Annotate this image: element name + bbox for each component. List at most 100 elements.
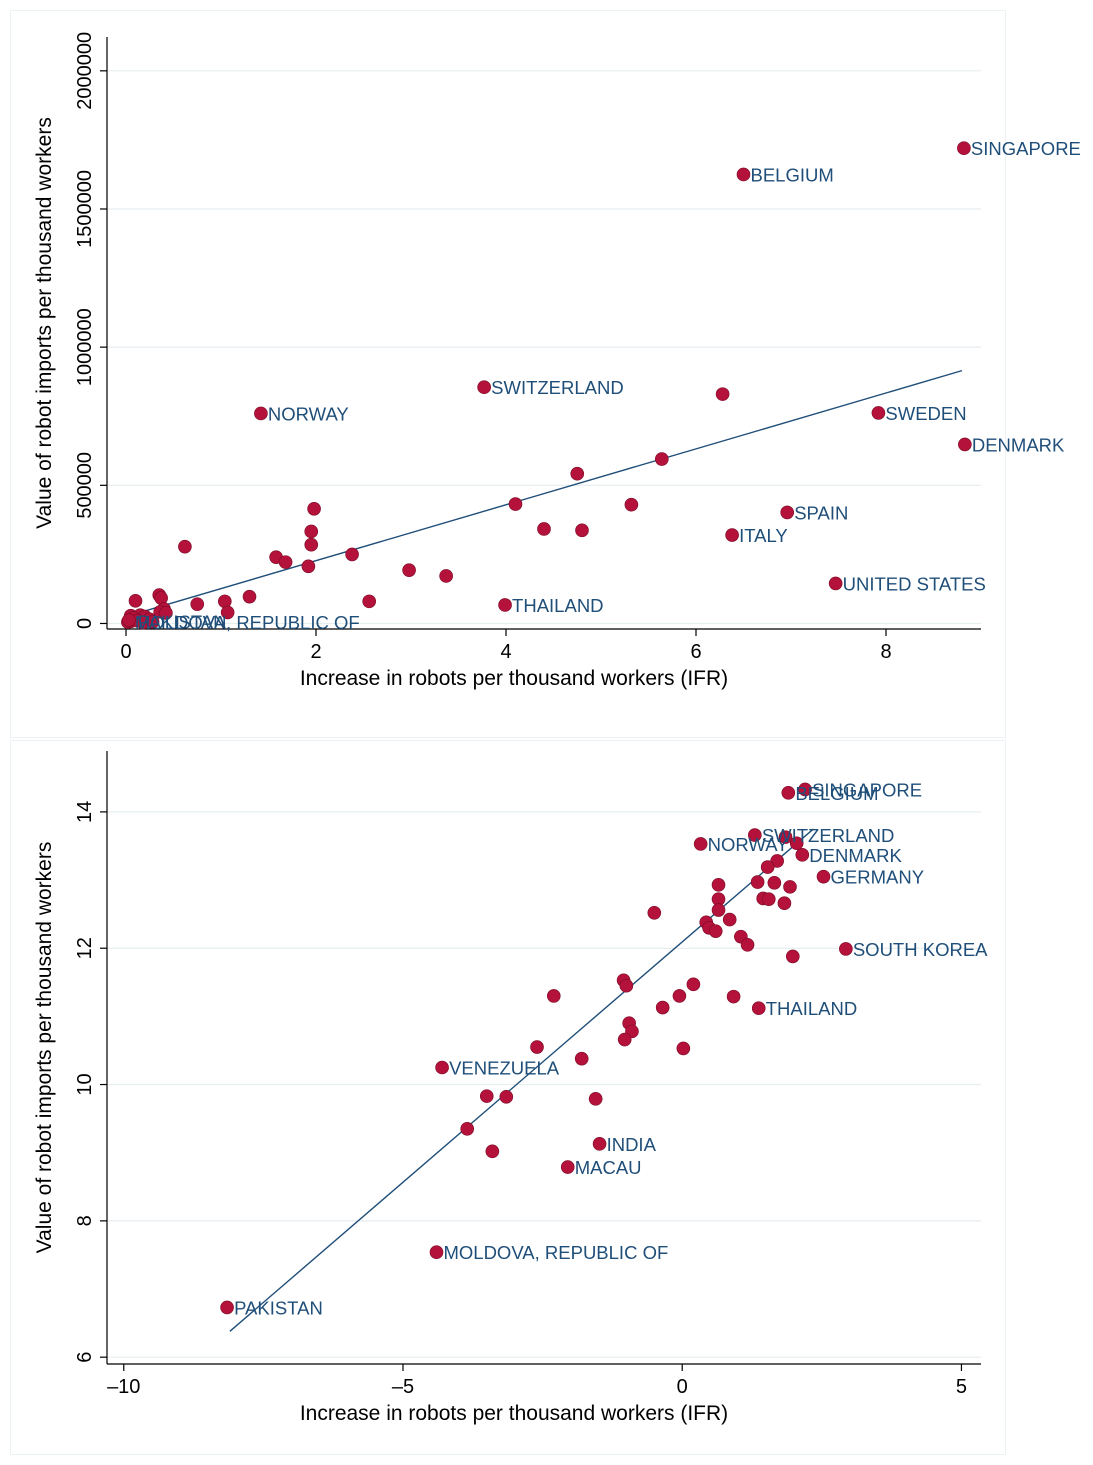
data-point [574, 1051, 589, 1066]
data-point [508, 497, 523, 511]
data-point [242, 589, 257, 604]
point-label: BELGIUM [795, 783, 878, 804]
data-point [654, 452, 669, 466]
point-label: GERMANY [831, 867, 925, 888]
data-point [546, 989, 561, 1003]
data-point [711, 878, 726, 892]
data-point [777, 896, 792, 911]
data-point [220, 1300, 234, 1315]
point-label: MOLDOVA, REPUBLIC OF [443, 1242, 668, 1263]
point-label: SOUTH KOREA [853, 939, 988, 960]
point-label: MACAU [575, 1157, 642, 1178]
data-point [588, 1092, 603, 1106]
point-label: THAILAND [766, 998, 858, 1019]
data-point [560, 1160, 575, 1174]
data-point [362, 594, 377, 609]
data-point [693, 837, 708, 851]
data-point [122, 613, 136, 627]
data-point [655, 1000, 670, 1015]
point-label: NORWAY [708, 834, 789, 855]
data-point [760, 860, 775, 874]
data-point [781, 786, 796, 800]
data-point [767, 875, 782, 890]
y-tick-label: 14 [74, 801, 96, 823]
data-point [828, 576, 843, 591]
data-point [485, 1144, 500, 1159]
data-point [619, 978, 634, 993]
fit-line [125, 369, 963, 618]
data-point [592, 1137, 607, 1151]
data-point [785, 949, 800, 964]
point-label: MOLDOVA, REPUBLIC OF [135, 612, 360, 633]
data-point [575, 523, 589, 538]
x-tick-label: 0 [120, 641, 131, 663]
x-tick-label: 4 [500, 641, 511, 663]
data-point [477, 380, 491, 395]
point-label: SWITZERLAND [491, 377, 624, 398]
x-axis-title: Increase in robots per thousand workers … [300, 1402, 728, 1425]
x-tick-label: 6 [690, 641, 701, 663]
top-scatter-chart: 0 500000 1000000 1500000 2000000 0 2 4 6 8 Increas… [33, 32, 1081, 690]
data-point [190, 597, 205, 611]
data-point [220, 605, 235, 620]
point-label: SWEDEN [885, 403, 966, 424]
data-point [783, 880, 797, 894]
point-label: UNITED STATES [843, 573, 986, 594]
y-tick-label: 0 [74, 618, 96, 629]
point-label: SPAIN [794, 502, 848, 523]
top-chart-panel: 0 500000 1000000 1500000 2000000 0 2 4 6 8 Increas… [10, 10, 1081, 738]
point-label: ITALY [739, 525, 788, 546]
data-point [145, 615, 160, 629]
data-point [278, 555, 293, 569]
data-point [761, 892, 776, 906]
data-point [128, 594, 143, 608]
data-point [672, 989, 687, 1003]
data-point [750, 875, 765, 889]
x-tick-label: 2 [310, 641, 321, 663]
data-point [460, 1122, 475, 1136]
point-label: NORWAY [268, 403, 349, 424]
y-tick-label: 12 [74, 937, 96, 959]
data-point [301, 559, 316, 574]
data-point [647, 905, 662, 920]
y-tick-label: 8 [74, 1215, 96, 1226]
data-point [839, 942, 853, 956]
data-point [957, 141, 971, 155]
bottom-chart-panel: 6 8 10 12 14 –10 –5 0 5 Increase in robots per th… [10, 740, 1006, 1455]
point-label: VENEZUELA [449, 1058, 560, 1079]
point-label: SWITZERLAND [762, 825, 895, 846]
data-point [780, 505, 795, 520]
data-point [795, 848, 810, 862]
y-tick-label: 1500000 [74, 170, 96, 248]
data-point [624, 497, 639, 512]
data-point [345, 547, 359, 562]
data-point [748, 828, 762, 842]
point-label: THAILAND [512, 595, 604, 616]
point-label: DENMARK [972, 434, 1065, 455]
point-label: SINGAPORE [812, 779, 922, 800]
data-point [159, 606, 173, 620]
data-point [530, 1040, 544, 1054]
x-tick-label: –5 [392, 1376, 414, 1398]
data-point [711, 903, 726, 917]
data-point [439, 569, 453, 583]
data-point [254, 406, 268, 421]
data-point [617, 1032, 632, 1047]
data-point [726, 989, 741, 1004]
data-point [304, 537, 319, 552]
data-point [798, 782, 812, 797]
point-label: PAKISTAN [234, 1297, 323, 1318]
x-tick-label: –10 [107, 1376, 140, 1398]
x-axis-title: Increase in robots per thousand workers … [300, 667, 728, 690]
data-point [789, 836, 804, 851]
point-label: SINGAPORE [971, 138, 1081, 159]
data-point [816, 869, 831, 884]
y-tick-label: 6 [74, 1352, 96, 1363]
y-tick-label: 1000000 [74, 308, 96, 386]
y-axis-title: Value of robot imports per thousand work… [33, 842, 56, 1254]
point-label: PAKISTAN [138, 611, 227, 632]
data-point [676, 1041, 691, 1056]
data-point [871, 406, 886, 420]
point-label: DENMARK [809, 845, 902, 866]
data-point [778, 830, 793, 844]
